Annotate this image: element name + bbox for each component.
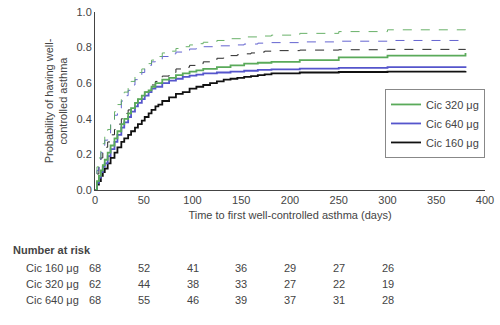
svg-text:50: 50 xyxy=(138,194,150,206)
svg-text:62: 62 xyxy=(89,278,101,290)
svg-text:38: 38 xyxy=(187,278,199,290)
svg-text:0.8: 0.8 xyxy=(77,41,92,53)
svg-text:0: 0 xyxy=(92,194,98,206)
svg-text:36: 36 xyxy=(235,262,247,274)
svg-text:Time to first well-controlled: Time to first well-controlled asthma (da… xyxy=(188,209,391,221)
svg-text:1.0: 1.0 xyxy=(77,6,92,18)
svg-text:68: 68 xyxy=(89,262,101,274)
svg-text:27: 27 xyxy=(284,278,296,290)
svg-text:150: 150 xyxy=(232,194,250,206)
svg-text:Probability of having well-con: Probability of having well-controlled as… xyxy=(43,38,69,163)
svg-text:37: 37 xyxy=(284,294,296,306)
svg-text:100: 100 xyxy=(183,194,201,206)
svg-text:Cic 640 μg: Cic 640 μg xyxy=(426,118,479,130)
svg-text:68: 68 xyxy=(89,294,101,306)
svg-text:Cic 320 μg: Cic 320 μg xyxy=(426,99,479,111)
svg-text:31: 31 xyxy=(333,294,345,306)
svg-text:27: 27 xyxy=(333,262,345,274)
svg-text:Number at risk: Number at risk xyxy=(13,244,91,256)
svg-text:44: 44 xyxy=(138,278,150,290)
svg-text:26: 26 xyxy=(382,262,394,274)
svg-text:46: 46 xyxy=(187,294,199,306)
svg-text:300: 300 xyxy=(378,194,396,206)
svg-text:0.2: 0.2 xyxy=(77,148,92,160)
svg-text:0.0: 0.0 xyxy=(77,184,92,196)
svg-text:33: 33 xyxy=(235,278,247,290)
svg-text:41: 41 xyxy=(187,262,199,274)
svg-text:200: 200 xyxy=(281,194,299,206)
svg-text:Cic 160 μg: Cic 160 μg xyxy=(26,262,79,274)
svg-text:Cic 160 μg: Cic 160 μg xyxy=(426,137,479,149)
svg-text:0.6: 0.6 xyxy=(77,77,92,89)
svg-text:28: 28 xyxy=(382,294,394,306)
svg-text:Cic 640 μg: Cic 640 μg xyxy=(26,294,79,306)
svg-text:29: 29 xyxy=(284,262,296,274)
svg-text:250: 250 xyxy=(330,194,348,206)
svg-text:22: 22 xyxy=(333,278,345,290)
svg-text:55: 55 xyxy=(138,294,150,306)
svg-text:19: 19 xyxy=(382,278,394,290)
svg-text:52: 52 xyxy=(138,262,150,274)
svg-text:Cic 320 μg: Cic 320 μg xyxy=(26,278,79,290)
svg-text:0.4: 0.4 xyxy=(77,113,92,125)
svg-text:400: 400 xyxy=(476,194,494,206)
svg-text:39: 39 xyxy=(235,294,247,306)
svg-text:350: 350 xyxy=(427,194,445,206)
